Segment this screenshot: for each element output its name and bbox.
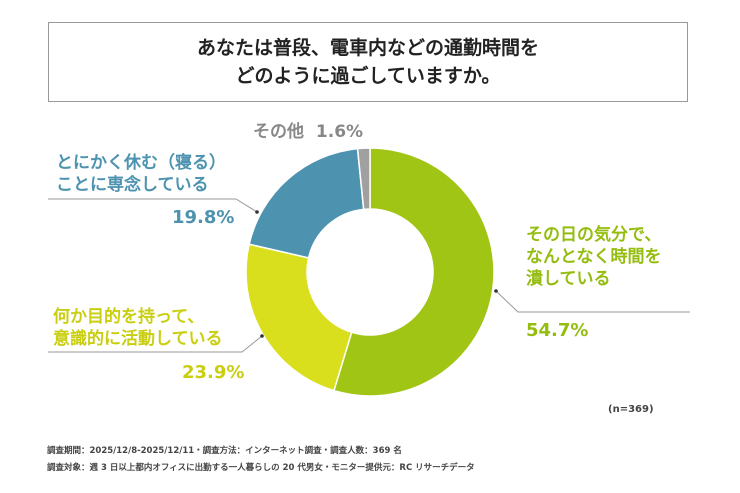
label-line: 何か目的を持って、 [53, 307, 205, 327]
label-line: ことに専念している [56, 175, 209, 195]
leader-line-2 [48, 335, 263, 353]
slice-label-2: とにかく休む（寝る） ことに専念している [56, 152, 226, 196]
leader-line-3 [48, 198, 258, 213]
donut-slice-0 [332, 147, 495, 397]
label-line: とにかく休む（寝る） [56, 153, 226, 173]
slice-label-1: 何か目的を持って、 意識的に活動している [53, 306, 223, 350]
label-line: 意識的に活動している [53, 329, 223, 349]
leader-dot-3 [255, 210, 259, 214]
donut-slice-1 [245, 243, 353, 392]
title-line-1: あなたは普段、電車内などの通勤時間を [196, 37, 539, 59]
leader-dot-1 [494, 289, 498, 293]
slice-label-0: その日の気分で、 なんとなく時間を 潰している [526, 224, 662, 290]
label-line: その日の気分で、 [526, 225, 662, 245]
leader-line-1 [495, 290, 690, 313]
slice-value-2: 19.8% [172, 207, 235, 228]
chart-title: あなたは普段、電車内などの通勤時間を どのように過ごしていますか。 [48, 22, 688, 102]
donut-slice-2 [248, 147, 365, 259]
title-line-2: どのように過ごしていますか。 [235, 65, 501, 87]
slice-value-3: 1.6% [315, 122, 364, 142]
sample-size: (n=369) [608, 404, 654, 415]
footnote-1: 調査期間：2025/12/8-2025/12/11・調査方法：インターネット調査… [47, 446, 402, 456]
footnote-2: 調査対象：週 3 日以上都内オフィスに出勤する一人暮らしの 20 代男女・モニタ… [47, 463, 475, 473]
label-line: その他 [253, 122, 304, 142]
slice-label-3: その他 1.6% [253, 121, 363, 143]
slice-value-1: 23.9% [182, 362, 245, 383]
label-line: なんとなく時間を [526, 247, 662, 267]
leader-dot-2 [260, 334, 264, 338]
label-line: 潰している [526, 269, 611, 289]
slice-value-0: 54.7% [526, 320, 589, 341]
donut-slice-3 [356, 147, 371, 211]
